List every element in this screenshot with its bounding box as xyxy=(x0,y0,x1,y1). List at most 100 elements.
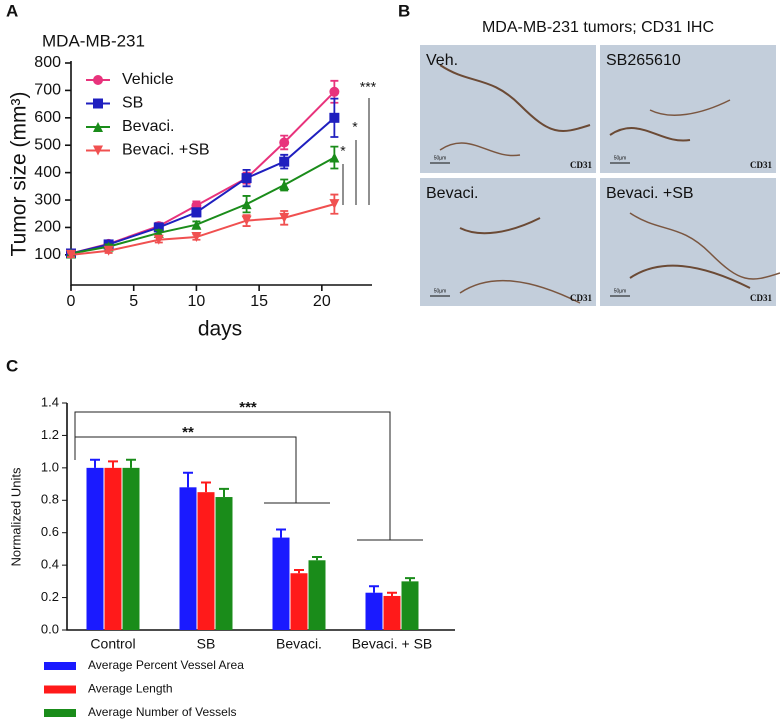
point xyxy=(329,86,340,97)
line xyxy=(70,156,335,255)
significance: * xyxy=(340,143,346,159)
micrograph xyxy=(420,45,596,173)
significance: *** xyxy=(239,399,257,416)
y-tick-label: 0.2 xyxy=(41,589,59,604)
x-tick-label: 15 xyxy=(250,293,268,310)
legend-marker xyxy=(93,75,103,85)
point xyxy=(153,234,164,245)
x-axis-label: days xyxy=(198,318,242,341)
point xyxy=(191,219,202,230)
point xyxy=(66,249,76,260)
bar xyxy=(383,595,401,630)
legend-label: Bevaci. +SB xyxy=(122,142,210,159)
x-tick-label: 10 xyxy=(188,293,206,310)
significance-brackets xyxy=(342,98,370,205)
error-bar xyxy=(294,569,304,574)
vessel xyxy=(609,127,691,142)
error-bar xyxy=(312,556,322,561)
stain-label: CD31 xyxy=(570,160,592,170)
bar xyxy=(179,487,197,630)
point xyxy=(241,199,252,210)
scale-label: 50µm xyxy=(614,155,627,161)
significance: *** xyxy=(360,79,377,95)
y-tick-label: 1.4 xyxy=(41,394,59,409)
axis xyxy=(70,61,372,286)
legend-label: Vehicle xyxy=(122,71,174,88)
legend-swatch xyxy=(44,662,76,670)
x-tick-label: 20 xyxy=(313,293,331,310)
micrograph-title: MDA-MB-231 tumors; CD31 IHC xyxy=(482,19,714,36)
bar xyxy=(365,592,383,630)
bar xyxy=(401,581,419,630)
bar xyxy=(122,467,140,630)
y-axis-label: Normalized Units xyxy=(8,467,23,566)
y-tick-label: 800 xyxy=(34,54,61,71)
error-bar xyxy=(183,471,193,488)
point xyxy=(279,179,290,190)
error-bar xyxy=(276,528,286,538)
x-tick-label: Bevaci. xyxy=(276,636,322,652)
legend-label: Average Number of Vessels xyxy=(88,705,237,719)
point xyxy=(329,199,340,210)
y-tick-label: 1.0 xyxy=(41,459,59,474)
panel-label: B xyxy=(398,1,410,20)
scale-label: 50µm xyxy=(434,155,447,161)
stain-label: CD31 xyxy=(750,293,772,303)
legend-label: Bevaci. xyxy=(122,118,174,135)
y-tick-label: 100 xyxy=(34,246,61,263)
y-tick-label: 400 xyxy=(34,164,61,181)
bar xyxy=(215,497,233,630)
legend-marker xyxy=(93,145,103,156)
x-tick-label: 5 xyxy=(129,293,138,310)
significance: * xyxy=(352,119,358,135)
point xyxy=(279,156,290,167)
y-tick-label: 1.2 xyxy=(41,427,59,442)
error-bar xyxy=(387,591,397,596)
y-tick-label: 300 xyxy=(34,191,61,208)
y-tick-label: 200 xyxy=(34,219,61,236)
point xyxy=(153,222,164,233)
error-bar xyxy=(405,577,415,582)
stain-label: CD31 xyxy=(750,160,772,170)
legend-marker xyxy=(93,122,103,132)
error-bar xyxy=(201,481,211,493)
y-tick-label: 0.0 xyxy=(41,621,59,636)
bar xyxy=(197,492,215,630)
micrograph-label: Veh. xyxy=(426,52,458,69)
vessel xyxy=(459,217,541,235)
y-tick-label: 500 xyxy=(34,136,61,153)
legend-label: SB xyxy=(122,95,143,112)
micrograph xyxy=(600,178,776,306)
bar xyxy=(290,573,308,630)
x-tick-label: Bevaci. + SB xyxy=(352,636,433,652)
point xyxy=(329,152,340,163)
legend-swatch xyxy=(44,709,76,717)
point xyxy=(191,207,202,218)
micrograph-label: Bevaci. xyxy=(426,185,478,202)
y-tick-label: 700 xyxy=(34,82,61,99)
error-bar xyxy=(219,487,229,498)
significance: ** xyxy=(182,424,194,441)
point xyxy=(241,215,252,226)
micrograph xyxy=(420,178,596,306)
vessel xyxy=(629,264,751,289)
line xyxy=(70,91,336,255)
bar xyxy=(104,467,122,630)
x-tick-label: SB xyxy=(197,636,216,652)
point xyxy=(241,173,252,184)
vessel xyxy=(459,279,581,304)
y-tick-label: 0.4 xyxy=(41,557,59,572)
point xyxy=(279,212,290,223)
point xyxy=(329,112,340,123)
vessel xyxy=(649,99,731,116)
vessel xyxy=(439,142,521,157)
vessel xyxy=(439,64,591,132)
legend-swatch xyxy=(44,685,76,694)
bar xyxy=(272,537,290,630)
error-bar xyxy=(369,585,379,593)
panel-label: C xyxy=(6,356,18,375)
legend-marker xyxy=(93,98,103,109)
y-tick-label: 600 xyxy=(34,109,61,126)
chart-title: MDA-MB-231 xyxy=(42,31,145,50)
